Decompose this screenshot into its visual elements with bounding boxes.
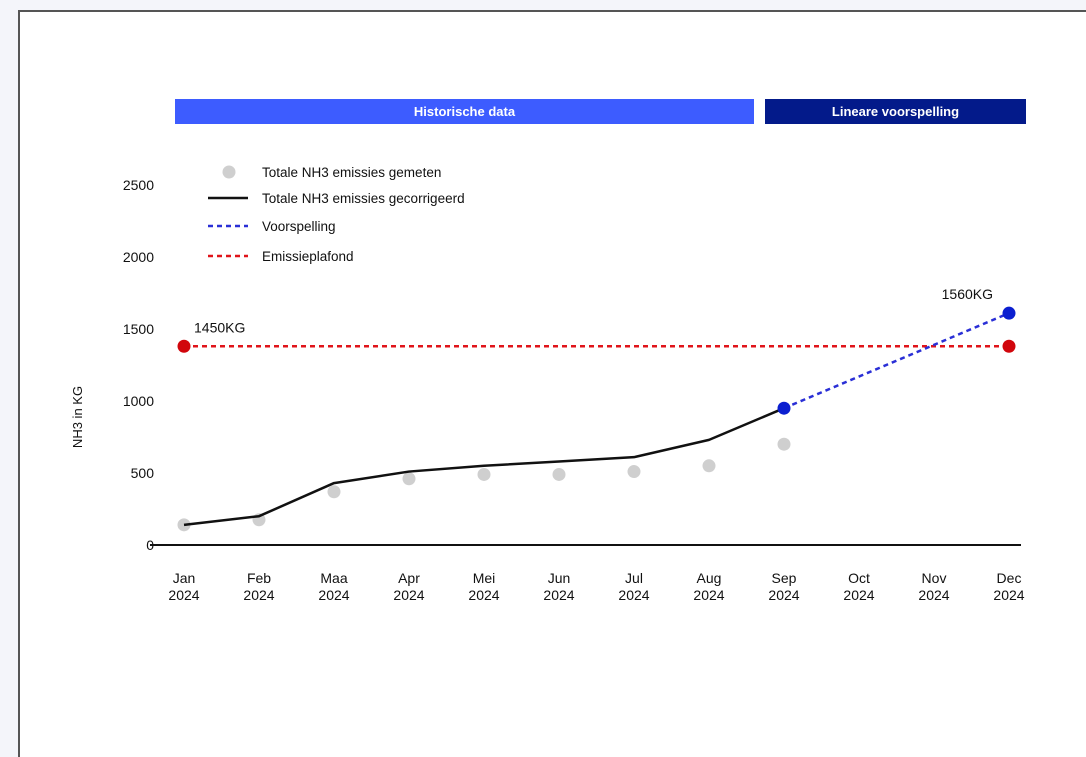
y-tick-label: 1500	[123, 321, 154, 337]
band-label-0: Historische data	[414, 104, 516, 119]
value-annotation: 1560KG	[942, 286, 993, 302]
measured-point	[477, 467, 491, 481]
measured-point	[702, 459, 716, 473]
forecast-point	[1002, 306, 1016, 320]
measured-point	[402, 472, 416, 486]
legend: Totale NH3 emissies gemeten Totale NH3 em…	[208, 165, 465, 264]
x-tick-label: Aug 2024	[693, 570, 724, 603]
forecast-point	[777, 401, 791, 415]
x-tick-label: Feb 2024	[243, 570, 274, 603]
x-tick-label: Maa 2024	[318, 570, 349, 603]
x-tick-label: Oct 2024	[843, 570, 874, 603]
x-tick-label: Sep 2024	[768, 570, 799, 603]
emissions-chart: Historische data Lineare voorspelling Tot…	[70, 99, 1026, 603]
legend-label-2: Voorspelling	[262, 219, 336, 234]
series-layer	[177, 306, 1016, 532]
x-tick-label: Dec 2024	[993, 570, 1024, 603]
x-tick-label: Jun 2024	[543, 570, 574, 603]
y-axis: 05001000150020002500	[123, 177, 154, 553]
band-label-1: Lineare voorspelling	[832, 104, 959, 119]
ceiling-point	[1002, 339, 1016, 353]
forecast-line	[783, 312, 1010, 410]
corrected-line	[183, 407, 785, 527]
measured-point	[777, 437, 791, 451]
ceiling-point	[177, 339, 191, 353]
x-axis: Jan 2024 Feb 2024 Maa 2024 Apr 2024 Mei 2024 Jun 20…	[150, 544, 1025, 603]
y-tick-label: 1000	[123, 393, 154, 409]
measured-point	[327, 485, 341, 499]
band-0	[175, 99, 754, 124]
chart-frame: Historische data Lineare voorspelling Tot…	[18, 10, 1086, 757]
x-tick-label: Jan 2024	[168, 570, 199, 603]
y-tick-label: 500	[131, 465, 155, 481]
annotations: 1450KG 1560KG	[194, 286, 993, 335]
legend-label-1: Totale NH3 emissies gecorrigeerd	[262, 191, 465, 206]
legend-swatch-0	[222, 165, 236, 179]
value-annotation: 1450KG	[194, 319, 245, 335]
period-bands: Historische data Lineare voorspelling	[175, 99, 1026, 124]
legend-label-0: Totale NH3 emissies gemeten	[262, 165, 441, 180]
band-1	[765, 99, 1026, 124]
x-tick-label: Nov 2024	[918, 570, 949, 603]
x-tick-label: Mei 2024	[468, 570, 499, 603]
measured-point	[627, 465, 641, 479]
y-tick-label: 2500	[123, 177, 154, 193]
y-axis-label: NH3 in KG	[70, 386, 85, 448]
measured-point	[177, 518, 191, 532]
x-tick-label: Jul 2024	[618, 570, 649, 603]
x-tick-label: Apr 2024	[393, 570, 424, 603]
y-tick-label: 2000	[123, 249, 154, 265]
measured-point	[552, 467, 566, 481]
legend-label-3: Emissieplafond	[262, 249, 354, 264]
